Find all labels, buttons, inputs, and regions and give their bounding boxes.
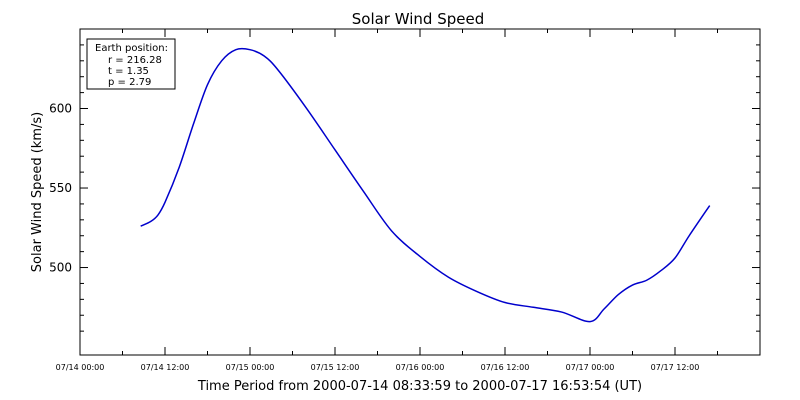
earth-position-legend: Earth position: r = 216.28 t = 1.35 p = … [86, 38, 176, 90]
y-tick-labels: 500 550 600 [49, 102, 72, 275]
x-tick-label: 07/15 00:00 [226, 363, 275, 372]
chart-title: Solar Wind Speed [352, 10, 484, 28]
legend-line-r: r = 216.28 [108, 55, 162, 66]
y-axis-label: Solar Wind Speed (km/s) [30, 112, 45, 272]
legend-box [86, 38, 176, 90]
x-tick-label: 07/16 12:00 [481, 363, 530, 372]
legend-line-p: p = 2.79 [108, 77, 151, 88]
legend-heading: Earth position: [95, 43, 168, 54]
x-tick-label: 07/16 00:00 [396, 363, 445, 372]
y-tick-label: 600 [49, 102, 72, 116]
y-tick-label: 550 [49, 181, 72, 195]
x-tick-label: 07/17 12:00 [651, 363, 700, 372]
legend-line-t: t = 1.35 [108, 66, 149, 77]
x-axis-label: Time Period from 2000-07-14 08:33:59 to … [197, 379, 642, 394]
series-line [140, 47, 711, 323]
y-tick-label: 500 [49, 261, 72, 275]
plot-frame [79, 28, 761, 356]
x-tick-label: 07/17 00:00 [566, 363, 615, 372]
x-tick-label: 07/15 12:00 [311, 363, 360, 372]
x-tick-labels: 07/14 00:00 07/14 12:00 07/15 00:00 07/15 1… [56, 363, 700, 372]
x-tick-label: 07/14 00:00 [56, 363, 105, 372]
tick-layer [79, 29, 761, 355]
x-tick-label: 07/14 12:00 [141, 363, 190, 372]
